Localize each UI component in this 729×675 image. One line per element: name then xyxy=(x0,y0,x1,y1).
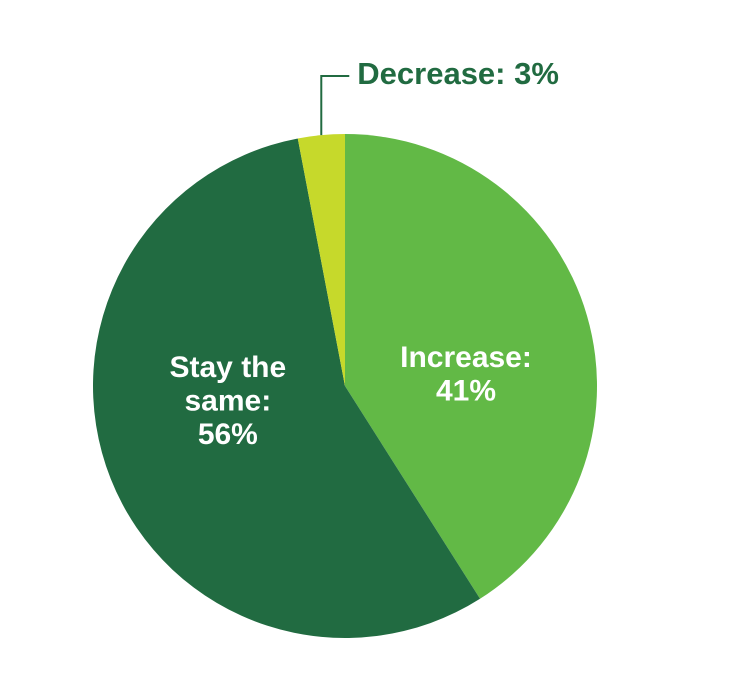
data-label: Increase: 41% xyxy=(400,341,532,408)
data-label: Stay the same: 56% xyxy=(169,351,286,451)
pie-slice xyxy=(297,134,345,386)
leader-line xyxy=(320,75,350,136)
pie-slice xyxy=(93,138,481,638)
data-label: Decrease: 3% xyxy=(357,56,559,91)
pie-slice xyxy=(345,134,597,599)
